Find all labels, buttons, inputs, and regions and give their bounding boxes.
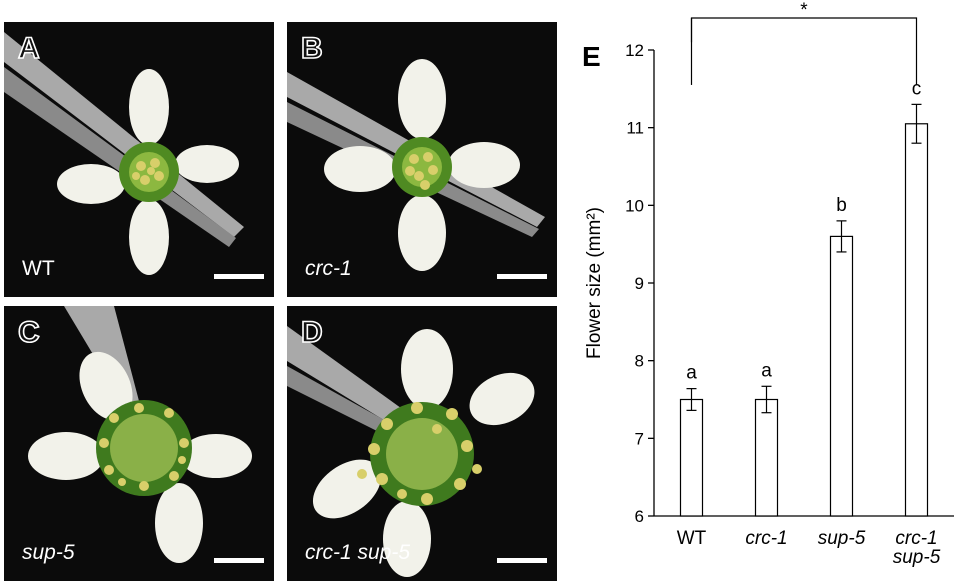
x-tick-label: sup-5 bbox=[818, 528, 866, 549]
panel-letter-b: B bbox=[300, 31, 323, 66]
flower-graphic bbox=[312, 329, 535, 577]
panel-letter-d: D bbox=[300, 315, 323, 350]
bar bbox=[754, 398, 779, 517]
x-tick-label: sup-5 bbox=[893, 547, 941, 568]
y-tick-label: 11 bbox=[626, 119, 644, 138]
tweezer-graphic bbox=[287, 326, 412, 441]
bar bbox=[679, 398, 704, 517]
genotype-label-d: crc-1 sup-5 bbox=[305, 541, 411, 564]
group-letter: b bbox=[836, 195, 847, 216]
scale-bar bbox=[497, 274, 547, 279]
y-tick-label: 10 bbox=[625, 196, 644, 215]
y-tick-label: 7 bbox=[635, 429, 644, 448]
y-tick-label: 8 bbox=[635, 352, 644, 371]
x-tick-label: WT bbox=[677, 528, 707, 549]
genotype-label-a: WT bbox=[22, 257, 55, 280]
flower-photo-crc1 bbox=[287, 59, 545, 271]
group-letter: a bbox=[761, 360, 772, 381]
bar bbox=[904, 123, 929, 517]
y-tick-label: 6 bbox=[635, 507, 644, 526]
panel-letter-c: C bbox=[17, 315, 40, 350]
genotype-label-c: sup-5 bbox=[22, 541, 75, 564]
y-tick-label: 9 bbox=[635, 274, 644, 293]
scale-bar bbox=[214, 274, 264, 279]
scale-bar bbox=[497, 558, 547, 563]
group-letter: c bbox=[912, 78, 922, 99]
y-tick-label: 12 bbox=[625, 41, 644, 60]
flower-graphic bbox=[28, 351, 252, 563]
flower-size-bar-chart: E Flower size (mm²) 6 7 8 9 10 11 12 a WT a crc-1… bbox=[582, 0, 954, 568]
x-tick-label: crc-1 bbox=[895, 528, 937, 549]
tweezer-graphic bbox=[4, 32, 244, 247]
photo-panel-c: C sup-5 bbox=[4, 306, 274, 581]
flower-photo-wt bbox=[4, 32, 244, 275]
group-letter: a bbox=[686, 363, 697, 384]
significance-star: * bbox=[800, 0, 808, 21]
bracket-line bbox=[690, 17, 918, 85]
photo-panel-b: B crc-1 bbox=[287, 22, 557, 297]
significance-bracket: * bbox=[690, 0, 918, 85]
bar bbox=[829, 235, 854, 517]
genotype-label-b: crc-1 bbox=[305, 257, 352, 280]
flower-photo-sup5 bbox=[28, 306, 252, 563]
photo-panel-d: D crc-1 sup-5 bbox=[287, 306, 557, 581]
flower-photo-crc1-sup5 bbox=[287, 326, 535, 577]
scale-bar bbox=[214, 558, 264, 563]
flower-graphic bbox=[57, 69, 239, 275]
y-axis-label: Flower size (mm²) bbox=[584, 207, 605, 359]
photo-panel-a: A WT bbox=[4, 22, 274, 297]
flower-graphic bbox=[324, 59, 520, 271]
panel-letter-a: A bbox=[17, 31, 40, 66]
x-tick-label: crc-1 bbox=[745, 528, 787, 549]
y-axis: 6 7 8 9 10 11 12 bbox=[625, 41, 954, 526]
panel-letter-e: E bbox=[582, 41, 601, 72]
